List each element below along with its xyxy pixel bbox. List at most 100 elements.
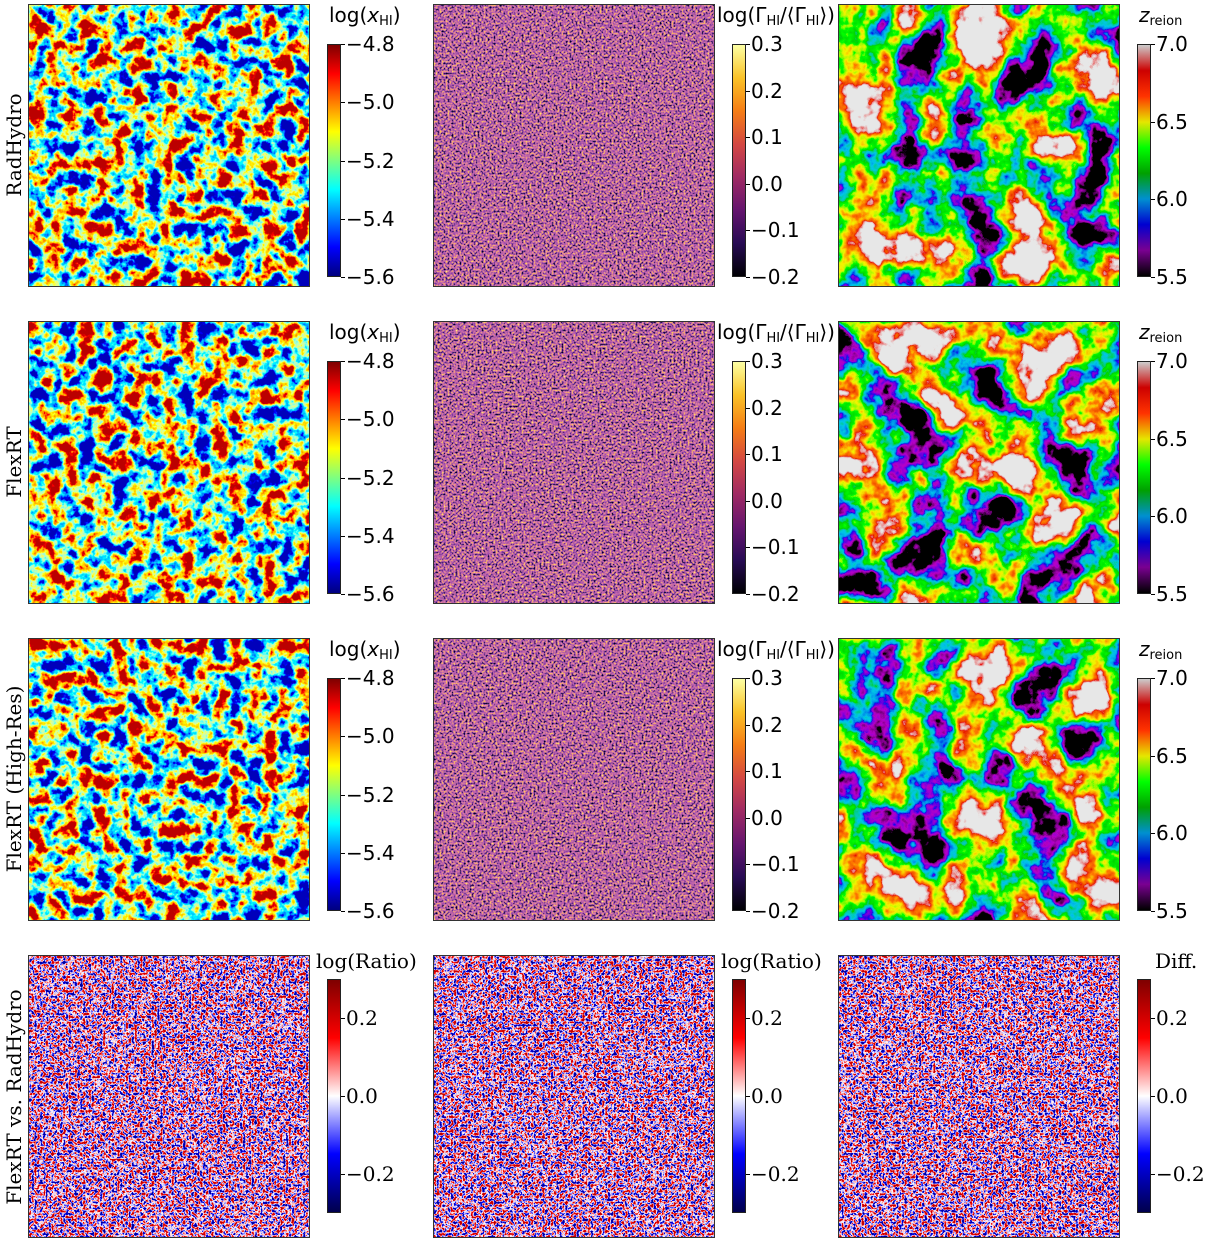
colorbar-title-part: z [1139,320,1150,344]
row-label: FlexRT vs. RadHydro [2,989,26,1205]
colorbar-tick-label: 6.0 [1151,821,1188,846]
colorbar-tick-label: 0.2 [746,78,783,103]
colorbar [732,678,746,911]
colorbar-title-part: /⟨Γ [780,320,806,344]
colorbar-title-part: z [1139,637,1150,661]
heatmap-panel [838,321,1120,604]
colorbar-tick-label: 0.2 [341,1006,378,1030]
colorbar-tick-label: −0.2 [746,265,800,289]
colorbar-tick-label: −4.8 [341,349,395,373]
colorbar [1137,44,1151,277]
heatmap-panel [433,4,715,287]
colorbar-title-part: ) [392,3,401,27]
colorbar-title-part: z [1139,3,1150,27]
heatmap-panel [433,321,715,604]
colorbar-title-part: Diff. [1155,949,1198,973]
colorbar-tick-label: −5.2 [341,148,395,173]
colorbar-tick-label: 0.3 [746,666,783,690]
heatmap-image [434,639,714,920]
colorbar-title-part: HI [805,14,820,29]
colorbar-title: log(ΓHI/⟨ΓHI⟩) [717,638,835,667]
colorbar-tick-label: −0.2 [341,1162,395,1186]
colorbar [1137,361,1151,594]
colorbar-tick-label: −5.4 [341,840,395,865]
heatmap-image [434,5,714,286]
colorbar-tick-label: −5.4 [341,523,395,548]
colorbar-title: zreion [1139,4,1182,33]
colorbar-title: log(xHI) [329,321,401,350]
colorbar-tick-label: 0.3 [746,349,783,373]
colorbar-tick-label: 7.0 [1151,666,1188,690]
colorbar-tick-label: −4.8 [341,32,395,56]
colorbar [327,44,341,277]
heatmap-panel [28,4,310,287]
colorbar [327,678,341,911]
colorbar-tick-label: 0.3 [746,32,783,56]
colorbar [732,361,746,594]
colorbar-tick-label: −5.0 [341,407,395,432]
colorbar [1137,678,1151,911]
colorbar-tick-label: 6.5 [1151,426,1188,451]
heatmap-panel [433,638,715,921]
colorbar-title-part: reion [1149,648,1183,663]
colorbar-title-part: ⟩) [819,637,835,661]
heatmap-image [434,956,714,1237]
colorbar-title: log(ΓHI/⟨ΓHI⟩) [717,321,835,350]
heatmap-panel [433,955,715,1238]
colorbar-tick-label: −5.6 [341,582,395,606]
heatmap-image [29,322,309,603]
colorbar-tick-label: −0.2 [746,1162,800,1186]
row-label: RadHydro [2,93,26,197]
colorbar-tick-label: −5.4 [341,206,395,231]
heatmap-image [29,5,309,286]
heatmap-image [839,956,1119,1237]
colorbar-title-part: x [367,320,380,344]
colorbar [732,44,746,277]
colorbar-tick-label: 5.5 [1151,582,1188,606]
colorbar-tick-label: 0.1 [746,442,783,467]
colorbar-title-part: /⟨Γ [780,3,806,27]
colorbar-tick-label: 5.5 [1151,265,1188,289]
heatmap-image [434,322,714,603]
colorbar-tick-label: 0.2 [746,712,783,737]
colorbar [1137,979,1151,1213]
colorbar-title-part: HI [766,14,781,29]
heatmap-panel [28,321,310,604]
colorbar-title-part: /⟨Γ [780,637,806,661]
heatmap-image [29,956,309,1237]
colorbar-title-part: log( [329,3,368,27]
colorbar-tick-label: 7.0 [1151,32,1188,56]
heatmap-panel [838,955,1120,1238]
colorbar-title-part: reion [1149,14,1183,29]
colorbar-title-part: HI [805,648,820,663]
heatmap-panel [838,638,1120,921]
colorbar-title: zreion [1139,321,1182,350]
colorbar-title-part: HI [766,331,781,346]
colorbar-tick-label: 7.0 [1151,349,1188,373]
colorbar-title-part: log(Ratio) [721,949,822,973]
colorbar-tick-label: −5.2 [341,465,395,490]
colorbar-tick-label: 0.0 [746,805,783,830]
colorbar-tick-label: −0.2 [746,899,800,923]
colorbar-title-part: ) [392,637,401,661]
colorbar [732,979,746,1213]
colorbar-tick-label: 0.2 [746,1006,783,1030]
colorbar-title-part: x [367,3,380,27]
colorbar-tick-label: 5.5 [1151,899,1188,923]
row-label: FlexRT (High-Res) [2,685,26,873]
heatmap-panel [838,4,1120,287]
colorbar-tick-label: 6.0 [1151,187,1188,212]
colorbar-title-part: x [367,637,380,661]
colorbar-tick-label: 0.0 [746,171,783,196]
colorbar-title-part: HI [379,331,393,346]
colorbar-title: log(xHI) [329,638,401,667]
colorbar-tick-label: −0.2 [1151,1162,1205,1186]
colorbar-title: log(ΓHI/⟨ΓHI⟩) [717,4,835,33]
colorbar-tick-label: −5.6 [341,899,395,923]
colorbar-title-part: log( [329,637,368,661]
colorbar-tick-label: −0.2 [746,582,800,606]
colorbar-title-part: HI [379,648,393,663]
colorbar-tick-label: 0.2 [746,395,783,420]
colorbar-tick-label: −4.8 [341,666,395,690]
colorbar-title: log(Ratio) [316,950,417,972]
